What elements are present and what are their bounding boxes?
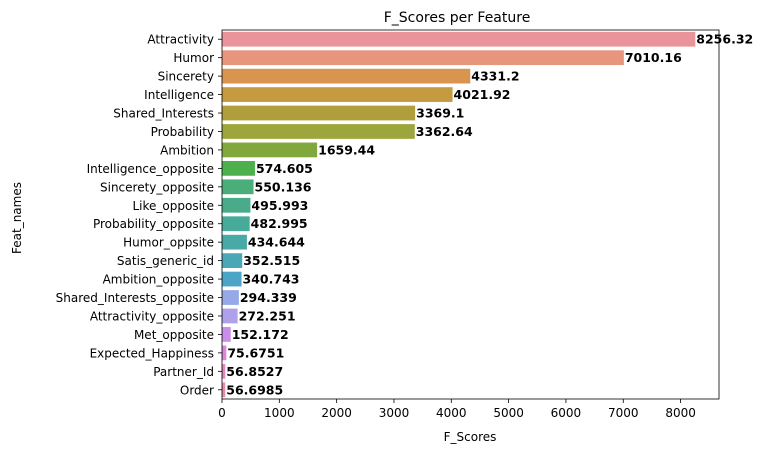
- x-tick-label: 4000: [436, 406, 467, 420]
- value-labels-group: 8256.32 7010.16 4331.2 4021.92 3369.1 3362.64…: [226, 32, 753, 398]
- bar-sincerety: [222, 68, 471, 84]
- x-tick-label: 0: [218, 406, 226, 420]
- x-tick-label: 2000: [321, 406, 352, 420]
- bar-intelligence-opposite: [222, 160, 255, 176]
- y-tick-label: Humor_oppsite: [123, 236, 214, 250]
- y-tick-label: Shared_Interests_opposite: [56, 291, 214, 305]
- y-tick-label: Probability: [151, 125, 214, 139]
- bar-expected-happiness: [222, 345, 227, 361]
- value-label: 1659.44: [318, 142, 375, 157]
- y-tick-label: Intelligence_opposite: [87, 162, 214, 176]
- y-tick-label: Humor: [173, 51, 214, 65]
- y-tick-label: Attractivity_opposite: [90, 309, 214, 323]
- bar-partner-id: [222, 363, 226, 379]
- bar-satis-generic-id: [222, 253, 243, 269]
- bar-probability: [222, 124, 415, 139]
- y-tick-label: Expected_Happiness: [90, 346, 214, 360]
- value-label: 482.995: [251, 216, 308, 231]
- y-tick-label: Probability_opposite: [93, 217, 214, 231]
- bar-order: [222, 382, 226, 398]
- value-label: 152.172: [232, 327, 289, 342]
- bar-humor-oppsite: [222, 234, 247, 250]
- value-label: 340.743: [243, 272, 300, 287]
- bar-ambition: [222, 142, 318, 158]
- value-label: 574.605: [256, 161, 313, 176]
- x-tick-label: 8000: [665, 406, 696, 420]
- y-tick-label: Ambition_opposite: [103, 273, 214, 287]
- bar-like-opposite: [222, 197, 251, 213]
- bar-intelligence: [222, 87, 453, 102]
- chart-title: F_Scores per Feature: [384, 10, 531, 26]
- value-label: 4021.92: [454, 87, 511, 102]
- y-axis-ticks: Attractivity Humor Sincerety Intelligence Sh…: [56, 33, 222, 397]
- value-label: 4331.2: [471, 69, 519, 84]
- value-label: 56.8527: [226, 364, 283, 379]
- y-tick-label: Attractivity: [147, 33, 214, 47]
- x-tick-label: 3000: [379, 406, 410, 420]
- bar-attractivity: [222, 31, 696, 47]
- bar-sincerety-opposite: [222, 179, 254, 195]
- y-tick-label: Satis_generic_id: [117, 254, 214, 268]
- value-label: 272.251: [239, 308, 296, 323]
- value-label: 294.339: [240, 290, 297, 305]
- x-tick-label: 6000: [551, 406, 582, 420]
- y-tick-label: Met_opposite: [134, 328, 214, 342]
- bar-ambition-opposite: [222, 271, 242, 287]
- y-tick-label: Intelligence: [144, 88, 214, 102]
- bar-shared-interests: [222, 105, 416, 121]
- plot-frame: [221, 29, 720, 400]
- bar-shared-interests-opposite: [222, 290, 239, 305]
- x-axis-ticks: 0 1000 2000 3000 4000 5000 6000 7000 8000: [218, 399, 696, 420]
- value-label: 3362.64: [416, 124, 473, 139]
- value-label: 434.644: [248, 235, 305, 250]
- x-tick-label: 5000: [493, 406, 524, 420]
- value-label: 8256.32: [696, 32, 753, 47]
- x-tick-label: 1000: [264, 406, 295, 420]
- y-axis-label: Feat_names: [10, 182, 24, 254]
- y-tick-label: Ambition: [160, 143, 214, 157]
- value-label: 495.993: [251, 198, 308, 213]
- y-tick-label: Sincerety_opposite: [100, 180, 214, 194]
- y-tick-label: Shared_Interests: [113, 107, 214, 121]
- y-tick-label: Partner_Id: [153, 365, 214, 379]
- bars-group: [222, 31, 696, 398]
- value-label: 7010.16: [625, 50, 682, 65]
- value-label: 550.136: [255, 179, 312, 194]
- y-tick-label: Like_opposite: [132, 199, 214, 213]
- y-tick-label: Order: [180, 383, 214, 397]
- value-label: 352.515: [243, 253, 300, 268]
- bar-probability-opposite: [222, 216, 250, 232]
- bar-humor: [222, 50, 624, 66]
- x-axis-label: F_Scores: [444, 430, 497, 444]
- y-tick-label: Sincerety: [158, 70, 214, 84]
- value-label: 3369.1: [416, 106, 464, 121]
- bar-attractivity-opposite: [222, 308, 238, 324]
- x-tick-label: 7000: [608, 406, 639, 420]
- value-label: 75.6751: [227, 345, 284, 360]
- value-label: 56.6985: [226, 382, 283, 397]
- bar-met-opposite: [222, 327, 231, 342]
